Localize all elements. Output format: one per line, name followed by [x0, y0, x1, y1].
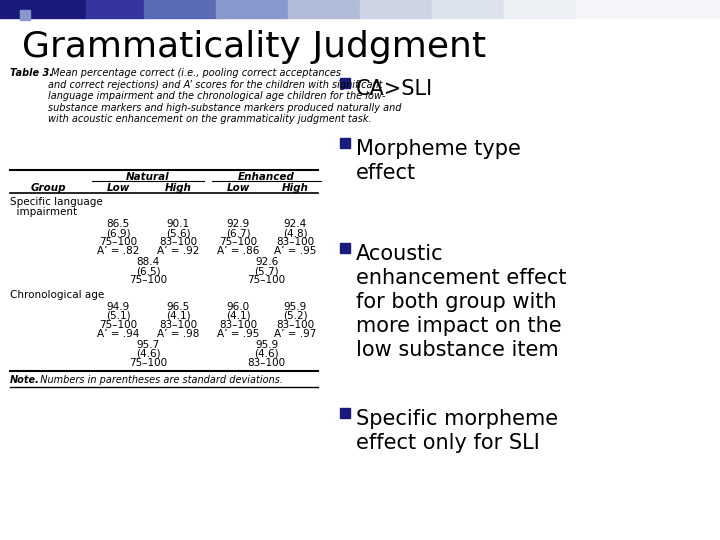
Text: Morpheme type
effect: Morpheme type effect [356, 139, 521, 183]
Text: Low: Low [107, 183, 130, 193]
Text: 83–100: 83–100 [159, 237, 197, 247]
Text: Low: Low [226, 183, 250, 193]
Text: Specific language: Specific language [10, 197, 103, 207]
Text: (6.5): (6.5) [135, 266, 161, 276]
Bar [340, 243, 350, 253]
Text: A’ = .98: A’ = .98 [157, 329, 199, 339]
Bar [20, 10, 30, 20]
Text: 92.4: 92.4 [284, 219, 307, 229]
Text: High: High [282, 183, 308, 193]
Text: A’ = .94: A’ = .94 [96, 329, 139, 339]
Bar [86, 0, 144, 18]
Text: Natural: Natural [126, 172, 170, 182]
Text: 95.9: 95.9 [255, 340, 278, 350]
Text: (4.1): (4.1) [225, 311, 251, 321]
Text: A’ = .92: A’ = .92 [157, 246, 199, 256]
Text: 95.9: 95.9 [284, 302, 307, 312]
Text: A’ = .82: A’ = .82 [96, 246, 139, 256]
Text: 88.4: 88.4 [136, 257, 160, 267]
Text: 75–100: 75–100 [99, 237, 137, 247]
Text: Acoustic
enhancement effect
for both group with
more impact on the
low substance: Acoustic enhancement effect for both gro… [356, 244, 567, 360]
Text: 75–100: 75–100 [99, 320, 137, 330]
Text: Numbers in parentheses are standard deviations.: Numbers in parentheses are standard devi… [34, 375, 283, 385]
Text: A’ = .97: A’ = .97 [274, 329, 316, 339]
Text: 92.6: 92.6 [255, 257, 278, 267]
Text: Table 3.: Table 3. [10, 68, 53, 78]
Text: 75–100: 75–100 [129, 275, 167, 285]
Text: 75–100: 75–100 [129, 358, 167, 368]
Text: Enhanced: Enhanced [238, 172, 295, 182]
Bar [360, 0, 432, 18]
Text: CA>SLI: CA>SLI [356, 79, 433, 99]
Bar [340, 408, 350, 418]
Text: Group: Group [30, 183, 66, 193]
Text: impairment: impairment [10, 207, 77, 217]
Text: A’ = .86: A’ = .86 [217, 246, 259, 256]
Text: 94.9: 94.9 [107, 302, 130, 312]
Text: (4.1): (4.1) [166, 311, 190, 321]
Text: (4.8): (4.8) [283, 228, 307, 238]
Text: 83–100: 83–100 [248, 358, 286, 368]
Text: (5.2): (5.2) [283, 311, 307, 321]
Text: (5.7): (5.7) [254, 266, 279, 276]
Text: 95.7: 95.7 [136, 340, 160, 350]
Text: 83–100: 83–100 [276, 320, 314, 330]
Text: 96.5: 96.5 [166, 302, 189, 312]
Text: Mean percentage correct (i.e., pooling correct acceptances
and correct rejection: Mean percentage correct (i.e., pooling c… [48, 68, 402, 124]
Bar [432, 0, 504, 18]
Bar [340, 138, 350, 148]
Bar [576, 0, 720, 18]
Text: (4.6): (4.6) [135, 349, 161, 359]
Text: (5.6): (5.6) [166, 228, 190, 238]
Text: 75–100: 75–100 [219, 237, 257, 247]
Text: Chronological age: Chronological age [10, 290, 104, 300]
Text: Grammaticality Judgment: Grammaticality Judgment [22, 30, 486, 64]
Bar [144, 0, 216, 18]
Text: (4.6): (4.6) [254, 349, 279, 359]
Text: 83–100: 83–100 [276, 237, 314, 247]
Text: 92.9: 92.9 [226, 219, 250, 229]
Text: 86.5: 86.5 [107, 219, 130, 229]
Text: 83–100: 83–100 [219, 320, 257, 330]
Text: (6.9): (6.9) [106, 228, 130, 238]
Bar [6, 3, 19, 16]
Text: A’ = .95: A’ = .95 [274, 246, 316, 256]
Text: Note.: Note. [10, 375, 40, 385]
Text: A’ = .95: A’ = .95 [217, 329, 259, 339]
Text: (5.1): (5.1) [106, 311, 130, 321]
Bar [340, 78, 350, 88]
Text: 90.1: 90.1 [166, 219, 189, 229]
Text: Specific morpheme
effect only for SLI: Specific morpheme effect only for SLI [356, 409, 558, 453]
Bar [288, 0, 360, 18]
Bar [216, 0, 288, 18]
Text: (6.7): (6.7) [225, 228, 251, 238]
Text: High: High [165, 183, 192, 193]
Text: 75–100: 75–100 [248, 275, 286, 285]
Text: 96.0: 96.0 [226, 302, 250, 312]
Bar [504, 0, 576, 18]
Bar [0, 0, 86, 18]
Text: 83–100: 83–100 [159, 320, 197, 330]
